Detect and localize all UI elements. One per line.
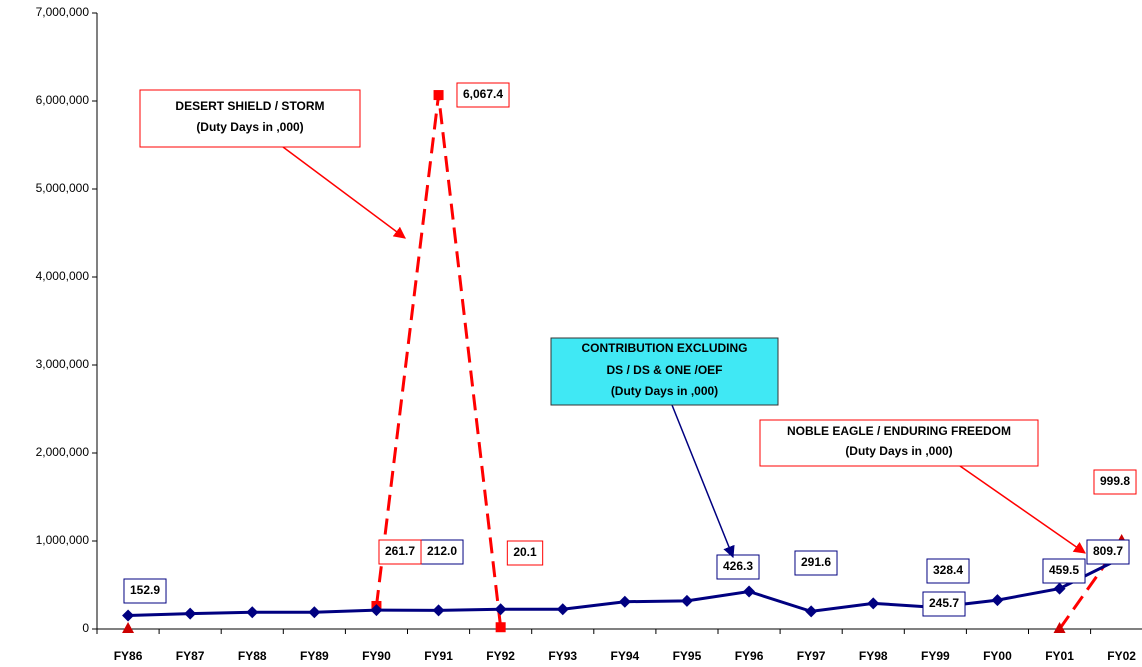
data-label-text: 999.8 — [1100, 474, 1130, 488]
annotation-arrow — [959, 465, 1086, 554]
data-label: 245.7 — [922, 591, 966, 617]
x-tick-label: FY96 — [735, 649, 764, 663]
x-tick-label: FY93 — [548, 649, 577, 663]
annotation-box — [759, 419, 1039, 467]
marker — [805, 605, 818, 618]
marker — [495, 622, 506, 633]
y-tick-label: 3,000,000 — [36, 357, 90, 371]
marker — [1053, 622, 1066, 633]
y-tick-label: 2,000,000 — [36, 445, 90, 459]
data-label-text: 20.1 — [513, 545, 537, 559]
marker — [867, 597, 880, 610]
marker — [122, 622, 135, 633]
marker — [680, 594, 693, 607]
data-label: 212.0 — [420, 539, 464, 565]
annotation-arrow — [671, 404, 735, 559]
y-tick-label: 5,000,000 — [36, 181, 90, 195]
data-label: 261.7 — [378, 539, 422, 565]
x-tick-label: FY87 — [176, 649, 205, 663]
x-tick-label: FY90 — [362, 649, 391, 663]
y-tick-label: 6,000,000 — [36, 93, 90, 107]
annotation-text: NOBLE EAGLE / ENDURING FREEDOM — [787, 424, 1011, 438]
marker — [556, 603, 569, 616]
marker — [432, 604, 445, 617]
x-tick-label: FY88 — [238, 649, 267, 663]
data-label-box — [456, 82, 510, 108]
data-label-box — [716, 554, 760, 580]
y-tick-label: 0 — [82, 621, 89, 635]
data-label-text: 212.0 — [427, 544, 457, 558]
annotation-text: (Duty Days in ,000) — [196, 120, 303, 134]
data-label-text: 245.7 — [929, 596, 959, 610]
marker — [184, 607, 197, 620]
data-label-box — [123, 578, 167, 604]
data-label-box — [1086, 539, 1130, 565]
marker — [308, 606, 321, 619]
data-label-text: 809.7 — [1093, 544, 1123, 558]
data-label: 6,067.4 — [456, 82, 510, 108]
data-label-box — [506, 540, 544, 566]
data-label-text: 291.6 — [801, 555, 831, 569]
data-label: 328.4 — [926, 558, 970, 584]
data-label-text: 426.3 — [723, 559, 753, 573]
marker — [246, 606, 259, 619]
marker — [370, 604, 383, 617]
x-tick-label: FY86 — [114, 649, 143, 663]
marker — [743, 585, 756, 598]
x-tick-label: FY02 — [1107, 649, 1136, 663]
data-label-box — [794, 550, 838, 576]
data-label-text: 6,067.4 — [463, 87, 503, 101]
data-label: 20.1 — [506, 540, 544, 566]
annotation-text: (Duty Days in ,000) — [611, 384, 718, 398]
data-label: 809.7 — [1086, 539, 1130, 565]
annotation-text: CONTRIBUTION EXCLUDING — [582, 341, 748, 355]
x-tick-label: FY97 — [797, 649, 826, 663]
x-tick-label: FY89 — [300, 649, 329, 663]
annotation-box — [139, 89, 361, 148]
x-tick-label: FY91 — [424, 649, 453, 663]
data-label-box — [922, 591, 966, 617]
data-label-box — [1093, 469, 1137, 495]
data-label-text: 328.4 — [933, 563, 963, 577]
data-label-text: 459.5 — [1049, 563, 1079, 577]
x-tick-label: FY01 — [1045, 649, 1074, 663]
marker — [1053, 582, 1066, 595]
marker — [991, 594, 1004, 607]
data-label-box — [420, 539, 464, 565]
data-label-box — [378, 539, 422, 565]
marker — [618, 595, 631, 608]
y-tick-label: 1,000,000 — [36, 533, 90, 547]
data-label: 459.5 — [1042, 558, 1086, 584]
annotation-arrow — [282, 146, 406, 239]
data-label-box — [926, 558, 970, 584]
data-label: 426.3 — [716, 554, 760, 580]
data-label: 999.8 — [1093, 469, 1137, 495]
marker — [433, 90, 444, 101]
annotation-box — [550, 337, 779, 406]
annotation-text: DESERT SHIELD / STORM — [175, 99, 324, 113]
data-label-text: 152.9 — [130, 583, 160, 597]
y-tick-label: 7,000,000 — [36, 5, 90, 19]
annotation-text: (Duty Days in ,000) — [845, 444, 952, 458]
x-tick-label: FY95 — [673, 649, 702, 663]
y-tick-label: 4,000,000 — [36, 269, 90, 283]
data-label-text: 261.7 — [385, 544, 415, 558]
series-line — [1058, 540, 1123, 630]
annotation-text: DS / DS & ONE /OEF — [606, 363, 722, 377]
x-tick-label: FY98 — [859, 649, 888, 663]
marker — [494, 603, 507, 616]
data-label: 152.9 — [123, 578, 167, 604]
marker — [122, 609, 135, 622]
x-tick-label: FY92 — [486, 649, 515, 663]
data-label-box — [1042, 558, 1086, 584]
data-label: 291.6 — [794, 550, 838, 576]
x-tick-label: FY94 — [611, 649, 640, 663]
x-tick-label: FY00 — [983, 649, 1012, 663]
x-tick-label: FY99 — [921, 649, 950, 663]
